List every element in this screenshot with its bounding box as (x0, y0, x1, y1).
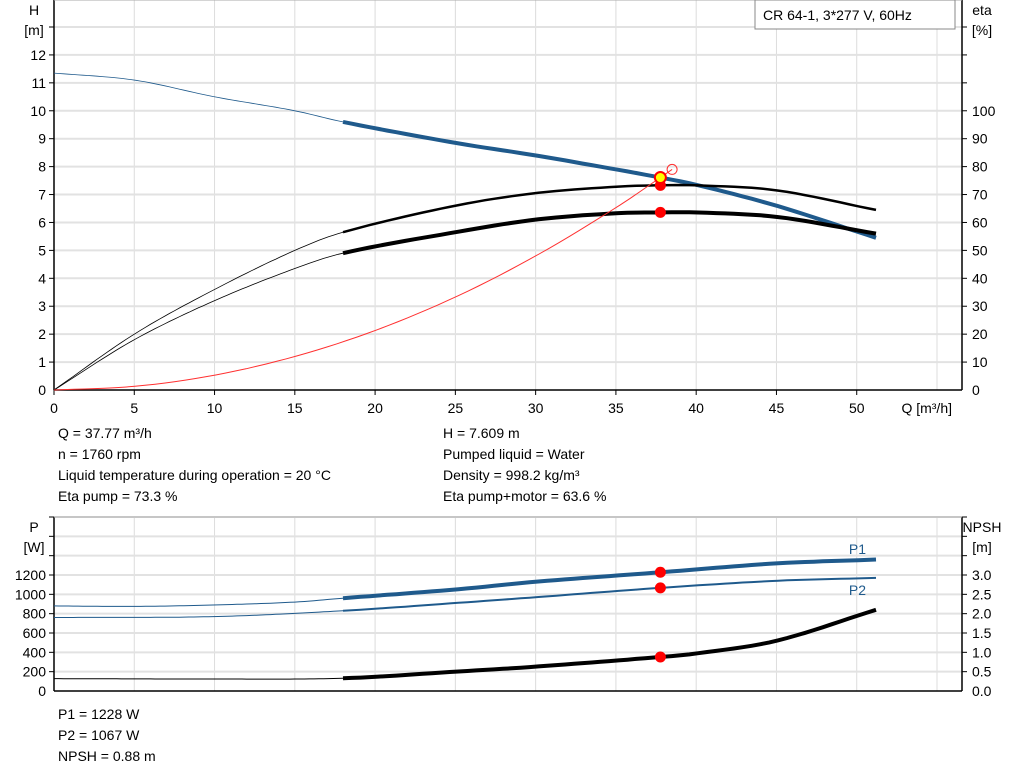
duty-point-eta-pump-motor (654, 206, 666, 218)
readout-p1: P1 = 1228 W (58, 706, 140, 722)
npsh-curve-thin (54, 677, 344, 680)
y2-tick-label: 70 (972, 187, 988, 203)
readout-liquid: Pumped liquid = Water (443, 446, 585, 462)
y-tick-label: 1 (38, 354, 46, 370)
duty-point-npsh (654, 651, 666, 663)
x-tick-label: 45 (769, 400, 785, 416)
y-tick-label: 2 (38, 326, 46, 342)
y2-tick-label: 10 (972, 354, 988, 370)
chart-title: CR 64-1, 3*277 V, 60Hz (763, 7, 912, 23)
y-tick-label: 400 (23, 644, 47, 660)
x-axis-label: Q [m³/h] (901, 400, 952, 416)
x-tick-label: 20 (367, 400, 383, 416)
y-tick-label: 9 (38, 131, 46, 147)
y-tick-label: 0 (38, 382, 46, 398)
p2-curve-thin (54, 610, 344, 618)
y-tick-label: 8 (38, 159, 46, 175)
head-curve-thin (53, 72, 344, 123)
eta_pump-curve (342, 183, 877, 234)
x-tick-label: 40 (688, 400, 704, 416)
y2-tick-label: 30 (972, 298, 988, 314)
eta_pump_motor-curve (342, 210, 877, 256)
y2-axis-label: [%] (972, 22, 992, 38)
eta_pump_motor-curve-thin (53, 252, 344, 391)
y-tick-label: 5 (38, 242, 46, 258)
requested-point (666, 163, 678, 175)
y-tick-label: 12 (30, 47, 46, 63)
title-box (754, 0, 956, 30)
y2-tick-label: 2.5 (972, 586, 992, 602)
y2-tick-label: 0 (972, 382, 980, 398)
x-tick-label: 25 (448, 400, 464, 416)
y2-tick-label: 3.0 (972, 567, 992, 583)
p2-curve (342, 576, 877, 612)
p1-curve-thin (53, 597, 344, 607)
y-axis-label: [W] (24, 539, 45, 555)
x-tick-label: 5 (130, 400, 138, 416)
x-tick-label: 35 (608, 400, 624, 416)
y-tick-label: 10 (30, 103, 46, 119)
eta_pump-curve-thin (53, 231, 344, 391)
p1-curve (342, 557, 877, 601)
system-curve (53, 177, 661, 391)
y-axis-label: H (29, 2, 39, 18)
y-tick-label: 0 (38, 683, 46, 699)
duty-point-head (653, 171, 667, 185)
y-tick-label: 1000 (15, 586, 46, 602)
p1-label: P1 (849, 541, 866, 557)
x-tick-label: 50 (849, 400, 865, 416)
y2-tick-label: 60 (972, 214, 988, 230)
head-curve (342, 119, 877, 240)
readout-npsh: NPSH = 0.88 m (58, 748, 156, 764)
readout-right: H = 7.609 m Pumped liquid = Water Densit… (443, 423, 606, 507)
x-tick-label: 30 (528, 400, 544, 416)
x-tick-label: 0 (50, 400, 58, 416)
readout-temp: Liquid temperature during operation = 20… (58, 467, 331, 483)
y-tick-label: 4 (38, 270, 46, 286)
y2-tick-label: 50 (972, 242, 988, 258)
y-tick-label: 6 (38, 214, 46, 230)
y2-tick-label: 0.5 (972, 664, 992, 680)
y2-tick-label: 1.5 (972, 625, 992, 641)
plot-area-1 (54, 517, 962, 691)
y2-tick-label: 0.0 (972, 683, 992, 699)
y-tick-label: 7 (38, 187, 46, 203)
readout-density: Density = 998.2 kg/m³ (443, 467, 580, 483)
y2-tick-label: 100 (972, 103, 996, 119)
readout-left: Q = 37.77 m³/h n = 1760 rpm Liquid tempe… (58, 423, 331, 507)
y-tick-label: 3 (38, 298, 46, 314)
y2-tick-label: 40 (972, 270, 988, 286)
y2-axis-label: eta (972, 2, 992, 18)
readout-h: H = 7.609 m (443, 425, 520, 441)
y2-tick-label: 20 (972, 326, 988, 342)
y-axis-label: [m] (24, 22, 43, 38)
y-tick-label: 600 (23, 625, 47, 641)
npsh-curve (342, 607, 877, 681)
readout-eta-pump: Eta pump = 73.3 % (58, 488, 178, 504)
y-tick-label: 1200 (15, 567, 46, 583)
y-tick-label: 11 (31, 75, 46, 91)
y2-axis-label: [m] (972, 539, 991, 555)
y2-tick-label: 90 (972, 131, 988, 147)
y2-tick-label: 2.0 (972, 606, 992, 622)
x-tick-label: 10 (207, 400, 223, 416)
y-axis-label: P (29, 519, 38, 535)
readout-bottom: P1 = 1228 W P2 = 1067 W NPSH = 0.88 m (58, 704, 156, 767)
duty-point-p1 (654, 566, 666, 578)
y2-axis-label: NPSH (963, 519, 1002, 535)
y-tick-label: 800 (23, 606, 47, 622)
readout-p2: P2 = 1067 W (58, 727, 140, 743)
x-tick-label: 15 (287, 400, 303, 416)
duty-point-p2 (654, 582, 666, 594)
p2-label: P2 (849, 582, 866, 598)
readout-eta-pump-motor: Eta pump+motor = 63.6 % (443, 488, 607, 504)
y-tick-label: 200 (23, 664, 47, 680)
readout-q: Q = 37.77 m³/h (58, 425, 152, 441)
readout-n: n = 1760 rpm (58, 446, 141, 462)
y2-tick-label: 80 (972, 159, 988, 175)
y2-tick-label: 1.0 (972, 644, 992, 660)
